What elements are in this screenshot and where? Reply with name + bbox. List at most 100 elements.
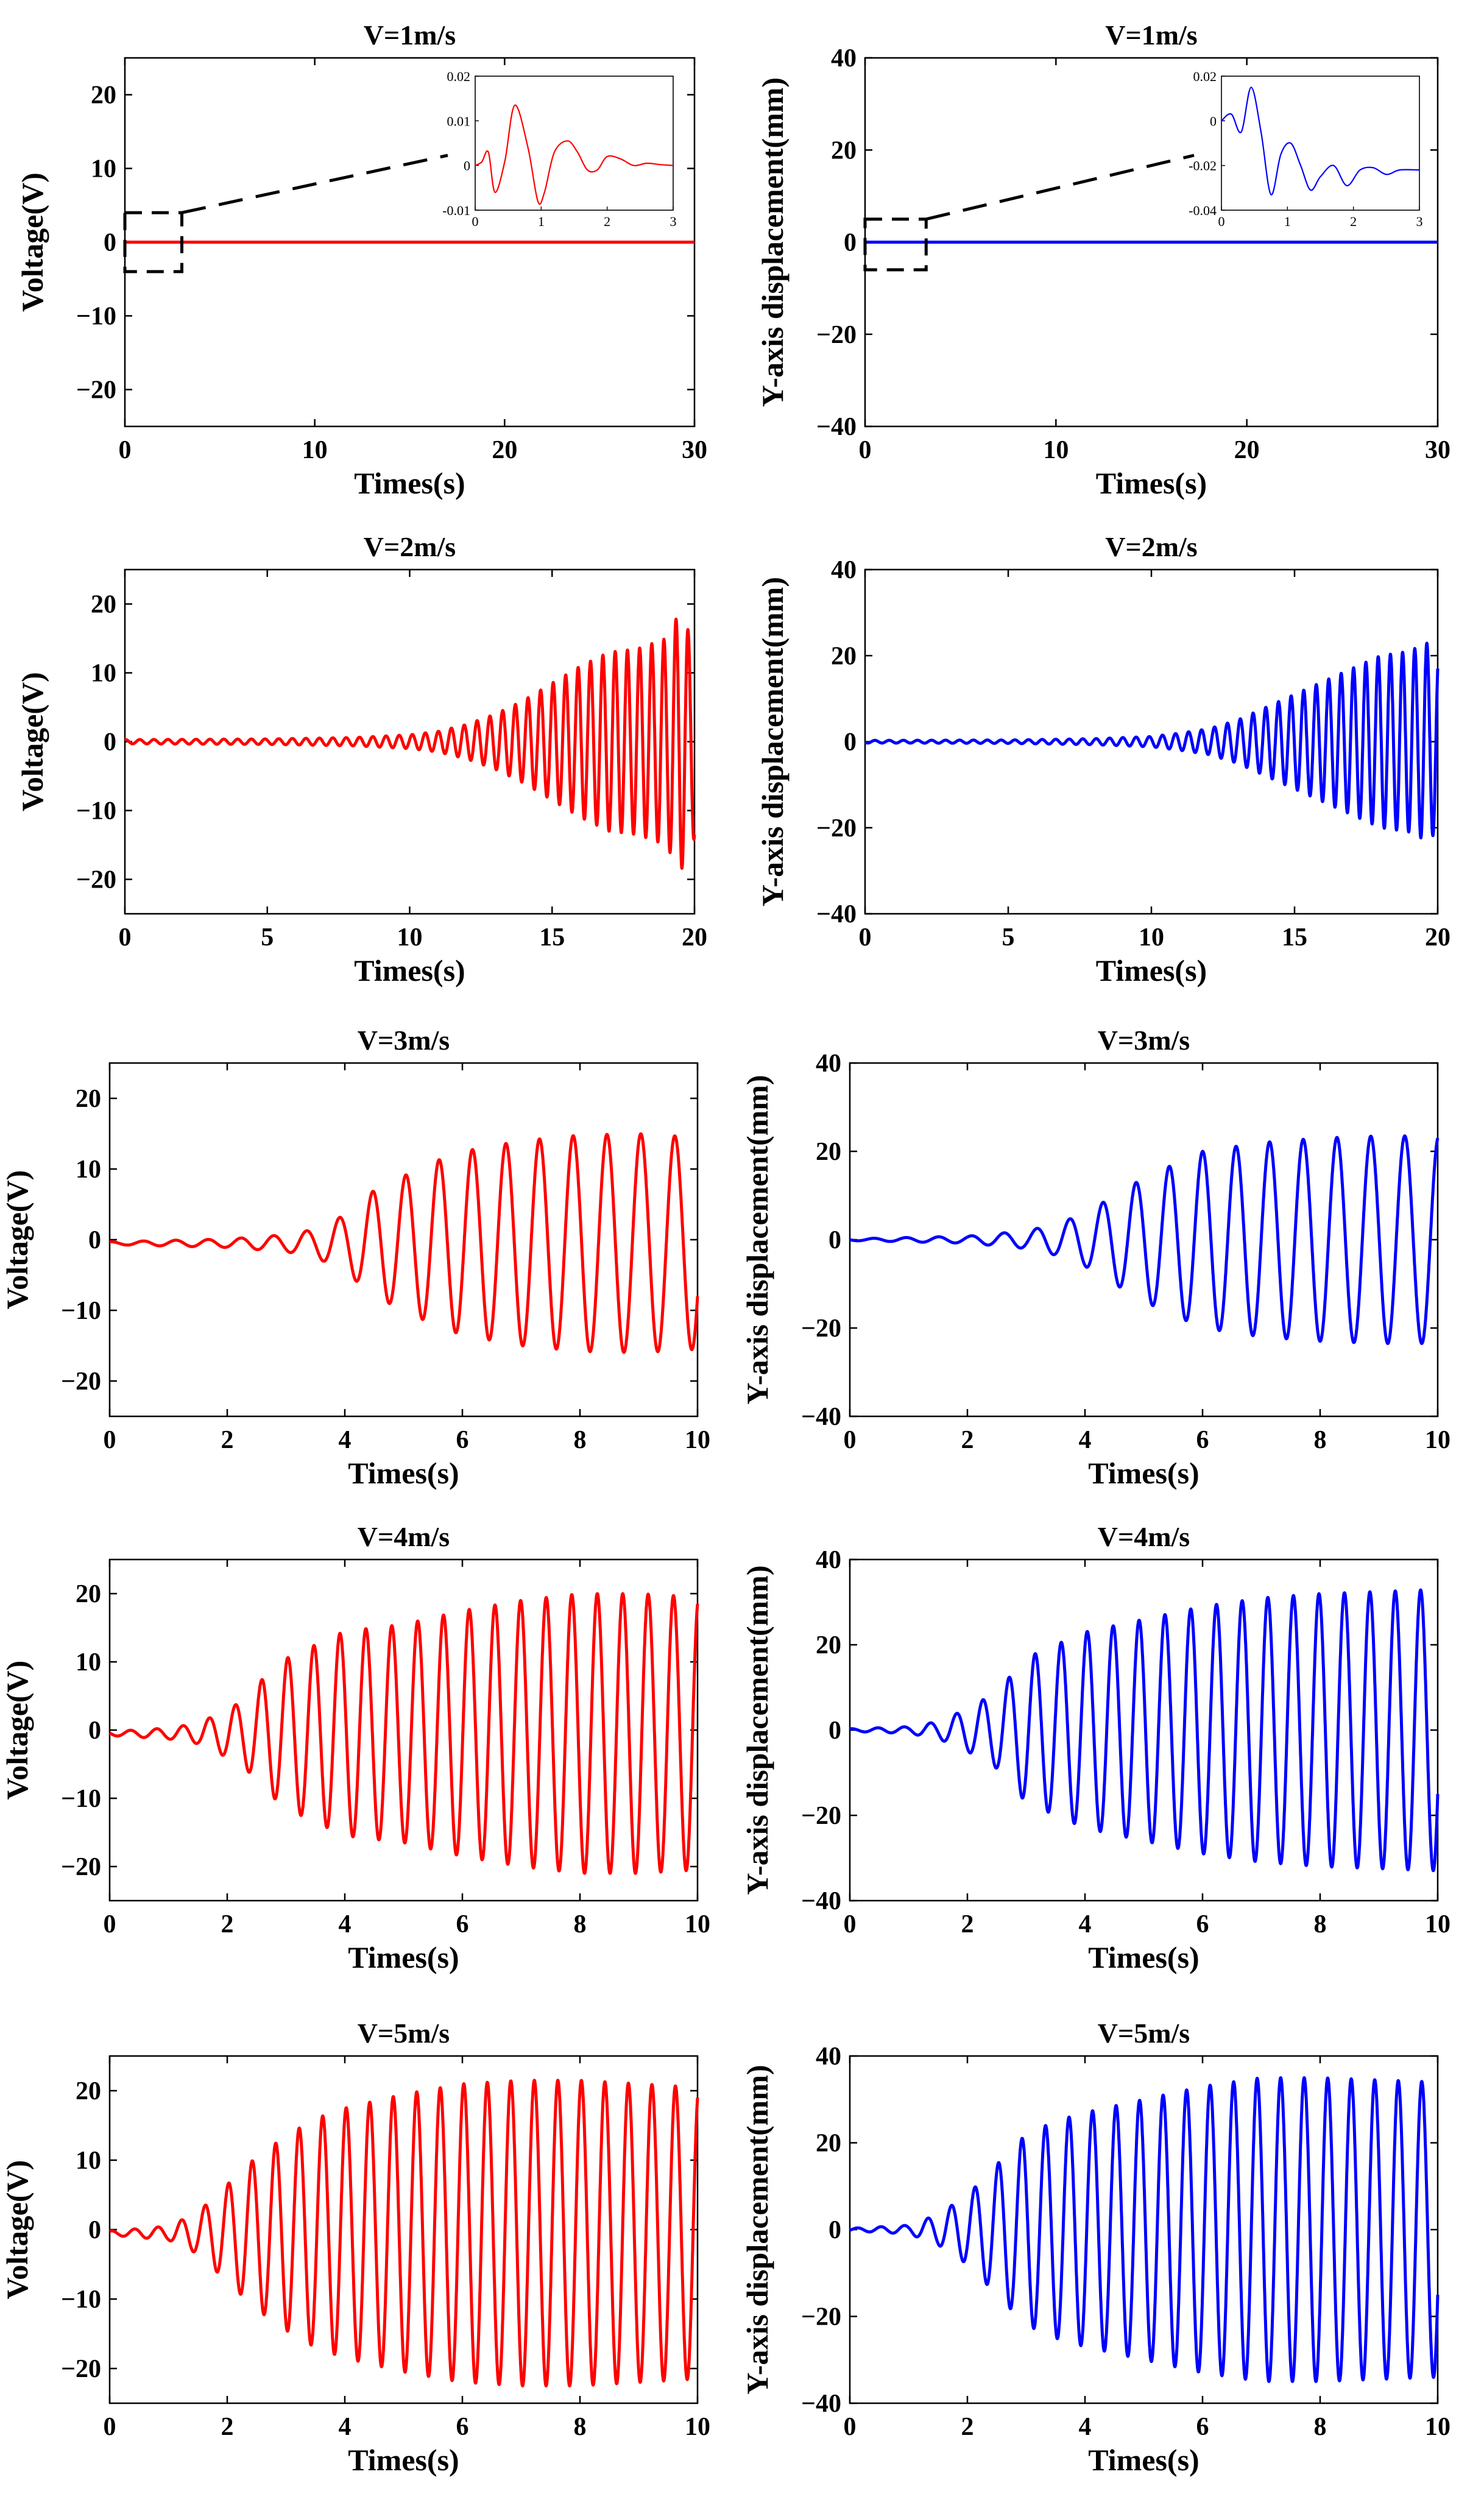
y-tick-label: 10 — [91, 660, 116, 688]
y-tick-label: −10 — [76, 303, 116, 331]
panel-title: V=5m/s — [358, 2018, 450, 2049]
zoom-connector — [925, 154, 1195, 221]
y-tick-label: −10 — [61, 2286, 101, 2314]
y-tick-label: −40 — [816, 413, 857, 441]
x-axis-label: Times(s) — [348, 2443, 459, 2477]
panel-title: V=2m/s — [1105, 531, 1197, 562]
x-axis-label: Times(s) — [354, 953, 465, 987]
y-tick-label: 0 — [104, 229, 116, 257]
y-axis-label: Voltage(V) — [0, 1661, 34, 1800]
series-line — [108, 1132, 699, 1354]
y-tick-label: 20 — [76, 2077, 101, 2105]
x-tick-label: 6 — [1196, 2413, 1209, 2441]
x-tick-label: 8 — [1314, 2413, 1327, 2441]
x-tick-label: 10 — [685, 1910, 710, 1938]
inset-x-tick-label: 3 — [670, 214, 677, 229]
zoom-box — [863, 217, 928, 272]
y-tick-label: 20 — [816, 1631, 841, 1659]
panel-8: 0 2 4 6 8 10 −40 −20 0 20 40 V=4m/s Times(s) Y-axis d… — [740, 1521, 1450, 1974]
x-tick-label: 10 — [1425, 2413, 1450, 2441]
x-tick-label: 10 — [685, 1426, 710, 1454]
panel-title: V=1m/s — [1105, 19, 1197, 51]
inset-y-tick-label: -0.01 — [442, 203, 470, 218]
x-tick-label: 2 — [961, 2413, 974, 2441]
x-tick-label: 6 — [456, 1426, 469, 1454]
y-tick-label: 20 — [831, 136, 857, 164]
x-tick-label: 10 — [397, 924, 423, 952]
x-tick-label: 8 — [1314, 1910, 1327, 1938]
y-axis-label: Y-axis displacement(mm) — [740, 1075, 774, 1404]
y-tick-label: −40 — [801, 2390, 841, 2418]
x-tick-label: 8 — [574, 1910, 587, 1938]
x-tick-label: 10 — [1139, 924, 1164, 952]
x-tick-label: 15 — [539, 924, 565, 952]
inset-x-tick-label: 2 — [604, 214, 610, 229]
panel-3: 0 5 10 15 20 −20 −10 0 10 20 V=2m/s Times(s) Voltage… — [15, 531, 707, 987]
y-axis-label: Voltage(V) — [0, 2160, 34, 2300]
x-tick-label: 2 — [961, 1910, 974, 1938]
y-tick-label: 20 — [76, 1580, 101, 1608]
y-tick-label: 10 — [91, 155, 116, 183]
y-tick-label: 40 — [831, 556, 857, 584]
inset-x-tick-label: 0 — [472, 214, 479, 229]
x-axis-label: Times(s) — [348, 1940, 459, 1974]
x-tick-label: 4 — [1079, 2413, 1092, 2441]
panel-title: V=1m/s — [364, 19, 456, 51]
y-tick-label: 0 — [829, 1717, 841, 1745]
zoom-box — [123, 211, 183, 274]
inset-x-tick-label: 2 — [1350, 214, 1357, 229]
y-tick-label: 10 — [76, 2147, 101, 2175]
y-tick-label: −40 — [801, 1887, 841, 1915]
x-tick-label: 4 — [339, 1910, 352, 1938]
plot-frame — [108, 1558, 699, 1902]
x-tick-label: 20 — [1234, 436, 1260, 464]
inset-y-tick-label: -0.04 — [1189, 203, 1217, 218]
x-tick-label: 6 — [1196, 1426, 1209, 1454]
panel-10: 0 2 4 6 8 10 −40 −20 0 20 40 V=5m/s Times(s) Y-axis d… — [740, 2018, 1450, 2477]
y-tick-label: −20 — [61, 1853, 101, 1881]
x-tick-label: 8 — [574, 2413, 587, 2441]
y-tick-label: 40 — [816, 2043, 841, 2071]
x-tick-label: 0 — [844, 1910, 857, 1938]
y-tick-label: −20 — [76, 376, 116, 404]
series-line — [848, 1134, 1440, 1345]
x-tick-label: 2 — [961, 1426, 974, 1454]
y-tick-label: 40 — [816, 1546, 841, 1574]
x-tick-label: 6 — [1196, 1910, 1209, 1938]
y-tick-label: 0 — [829, 1226, 841, 1254]
y-tick-label: −20 — [816, 321, 857, 349]
y-axis-label: Voltage(V) — [15, 672, 49, 811]
y-axis-label: Y-axis displacement(mm) — [740, 1565, 774, 1895]
x-tick-label: 10 — [1425, 1910, 1450, 1938]
x-tick-label: 15 — [1282, 924, 1307, 952]
series-line — [848, 1588, 1440, 1873]
panel-5: 0 2 4 6 8 10 −20 −10 0 10 20 V=3m/s Times(s) Voltage(… — [0, 1025, 710, 1490]
y-tick-label: 40 — [831, 44, 857, 72]
x-tick-label: 20 — [682, 924, 707, 952]
series-line — [863, 641, 1440, 839]
y-tick-label: 40 — [816, 1050, 841, 1078]
x-tick-label: 20 — [1425, 924, 1450, 952]
x-tick-label: 0 — [859, 924, 872, 952]
x-tick-label: 2 — [221, 2413, 234, 2441]
inset-x-tick-label: 3 — [1416, 214, 1423, 229]
x-tick-label: 30 — [1425, 436, 1450, 464]
y-tick-label: 20 — [91, 82, 116, 110]
y-tick-label: −20 — [61, 1368, 101, 1396]
x-tick-label: 8 — [574, 1426, 587, 1454]
y-tick-label: −20 — [76, 866, 116, 894]
inset-x-tick-label: 1 — [1284, 214, 1291, 229]
x-tick-label: 2 — [221, 1910, 234, 1938]
inset-frame — [1221, 76, 1420, 211]
y-tick-label: 0 — [844, 229, 857, 257]
x-axis-label: Times(s) — [348, 1456, 459, 1490]
x-axis-label: Times(s) — [1088, 1456, 1199, 1490]
y-tick-label: 20 — [816, 1138, 841, 1166]
y-tick-label: 20 — [831, 642, 857, 670]
y-axis-label: Y-axis displacement(mm) — [755, 77, 790, 407]
x-tick-label: 6 — [456, 1910, 469, 1938]
y-tick-label: −20 — [816, 814, 857, 843]
y-axis-label: Voltage(V) — [0, 1170, 34, 1310]
inset-y-tick-label: 0 — [1210, 113, 1217, 129]
